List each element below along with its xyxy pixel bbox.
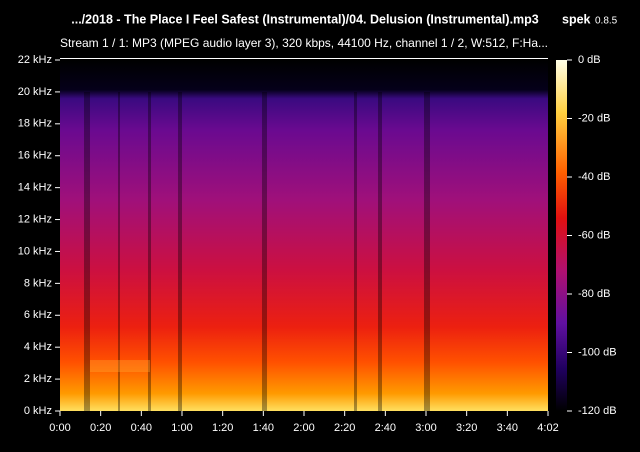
- level-label: -40 dB: [578, 171, 610, 183]
- x-tick-label: 0:20: [90, 422, 111, 434]
- y-tick-label: 2 kHz: [24, 373, 52, 385]
- level-label: -100 dB: [578, 346, 617, 358]
- level-label: -60 dB: [578, 229, 610, 241]
- y-tick-label: 18 kHz: [18, 118, 52, 130]
- x-tick-label: 3:40: [497, 422, 518, 434]
- level-colorbar: [556, 60, 567, 411]
- spectrogram-image: [60, 60, 548, 411]
- y-tick-label: 20 kHz: [18, 86, 52, 98]
- x-tick-label: 1:20: [212, 422, 233, 434]
- y-tick-label: 14 kHz: [18, 182, 52, 194]
- highlight-band: [90, 360, 150, 372]
- file-title: .../2018 - The Place I Feel Safest (Inst…: [71, 12, 539, 26]
- frame: [60, 58, 548, 59]
- app-name: spek: [562, 12, 591, 26]
- y-tick-label: 6 kHz: [24, 309, 52, 321]
- x-tick-label: 3:20: [456, 422, 477, 434]
- y-tick-label: 8 kHz: [24, 277, 52, 289]
- x-tick-label: 0:40: [131, 422, 152, 434]
- stream-info: Stream 1 / 1: MP3 (MPEG audio layer 3), …: [60, 36, 548, 50]
- x-tick-label: 2:40: [375, 422, 396, 434]
- spectrogram: [60, 58, 548, 411]
- level-label: -20 dB: [578, 112, 610, 124]
- x-tick-label: 1:00: [171, 422, 192, 434]
- y-tick-label: 16 kHz: [18, 150, 52, 162]
- x-tick-label: 4:02: [537, 422, 558, 434]
- y-tick-label: 4 kHz: [24, 341, 52, 353]
- app-version: 0.8.5: [595, 16, 618, 27]
- y-tick-label: 10 kHz: [18, 245, 52, 257]
- level-label: 0 dB: [578, 54, 601, 66]
- level-label: -120 dB: [578, 405, 617, 417]
- x-tick-label: 1:40: [253, 422, 274, 434]
- y-tick-label: 12 kHz: [18, 213, 52, 225]
- x-tick-label: 3:00: [415, 422, 436, 434]
- x-tick-label: 2:00: [293, 422, 314, 434]
- quiet-stripes: [84, 92, 430, 411]
- y-tick-label: 22 kHz: [18, 54, 52, 66]
- x-tick-label: 0:00: [49, 422, 70, 434]
- x-tick-label: 2:20: [334, 422, 355, 434]
- y-tick-label: 0 kHz: [24, 405, 52, 417]
- level-label: -80 dB: [578, 288, 610, 300]
- axes: 22 kHz 20 kHz 18 kHz 16 kHz 14 kHz 12 kHz 10 k…: [18, 54, 617, 434]
